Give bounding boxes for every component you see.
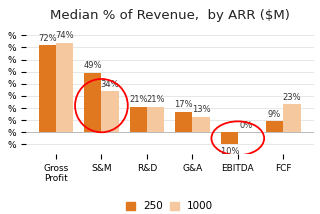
Bar: [192, 117, 210, 132]
Bar: [130, 107, 147, 132]
Bar: [56, 43, 73, 132]
Bar: [283, 104, 300, 132]
Text: 17%: 17%: [174, 100, 193, 109]
Text: 23%: 23%: [283, 93, 301, 102]
Bar: [84, 73, 101, 132]
Text: -10%: -10%: [218, 147, 240, 156]
Bar: [39, 45, 56, 132]
Text: 21%: 21%: [146, 95, 165, 104]
Bar: [266, 121, 283, 132]
Bar: [101, 91, 119, 132]
Text: 72%: 72%: [38, 34, 57, 43]
Legend: 250, 1000: 250, 1000: [122, 197, 218, 214]
Text: 0%: 0%: [240, 121, 253, 130]
Bar: [147, 107, 164, 132]
Text: 74%: 74%: [55, 31, 74, 40]
Text: 9%: 9%: [268, 110, 281, 119]
Text: 13%: 13%: [192, 105, 210, 114]
Bar: [175, 112, 192, 132]
Text: 21%: 21%: [129, 95, 148, 104]
Title: Median % of Revenue,  by ARR ($M): Median % of Revenue, by ARR ($M): [50, 9, 290, 22]
Bar: [220, 132, 238, 144]
Text: 34%: 34%: [101, 80, 119, 89]
Text: 49%: 49%: [84, 61, 102, 70]
